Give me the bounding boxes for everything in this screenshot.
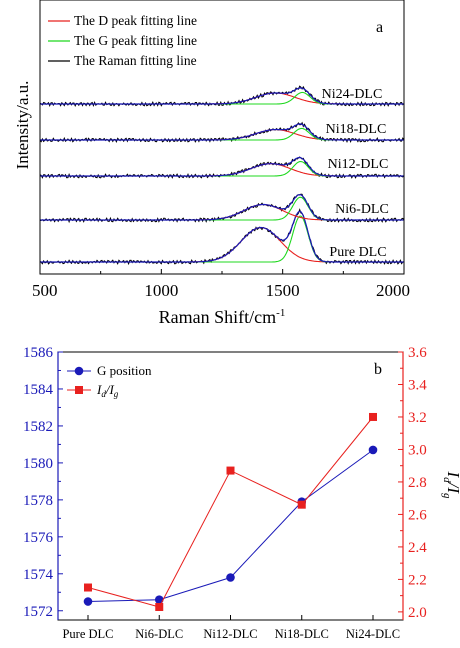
id-ig-point [155, 603, 164, 612]
raman-fit-line [40, 210, 404, 263]
left-y-tick-label: 1580 [23, 456, 53, 472]
right-y-tick-label: 3.2 [408, 410, 427, 426]
spectrum-label: Ni12-DLC [328, 157, 389, 172]
left-y-tick-label: 1576 [23, 530, 54, 546]
x-category-label: Ni24-DLC [346, 627, 400, 641]
left-y-tick-label: 1574 [23, 567, 54, 583]
legend-id-ig-marker [75, 386, 83, 394]
raman-spectrum-line [40, 121, 404, 144]
spectrum-label: Ni18-DLC [326, 122, 387, 137]
x-tick-label: 500 [32, 281, 58, 300]
panel-a-spectrum-labels: Pure DLC Ni6-DLC Ni12-DLC Ni18-DLC Ni24-DLC [322, 87, 389, 260]
g-position-point [154, 595, 164, 604]
right-y-tick-label: 3.0 [408, 442, 427, 458]
x-category-label: Pure DLC [62, 627, 113, 641]
raman-spectra-panel: 500 1000 1500 2000 Pure DLC Ni6-DLC Ni12-DLC N… [13, 0, 410, 327]
left-y-tick-label: 1582 [23, 419, 53, 435]
legend-id-ig-label: Id/Ig [96, 382, 119, 399]
panel-b-category-labels: Pure DLC Ni6-DLC Ni12-DLC Ni18-DLC Ni24-DLC [62, 615, 400, 641]
id-ig-point [297, 500, 306, 509]
legend-id-ig-label-part3: /I [105, 382, 115, 397]
left-y-tick-label: 1572 [23, 604, 53, 620]
x-tick-label: 2000 [376, 281, 410, 300]
raman-fit-line [40, 87, 404, 105]
left-y-tick-label: 1584 [23, 382, 54, 398]
right-y-tick-label: 2.2 [408, 572, 427, 588]
id-ig-point [84, 583, 92, 592]
g-position-point [226, 573, 235, 582]
spectrum-label: Ni6-DLC [335, 202, 389, 217]
x-axis-label-text: Raman Shift/cm [159, 307, 276, 327]
legend-id-ig-label-part1: I [96, 382, 102, 397]
x-axis-label-superscript: -1 [276, 307, 285, 319]
left-y-tick-label: 1578 [23, 493, 53, 509]
panel-a-y-axis-label: Intensity/a.u. [13, 81, 32, 170]
panel-a-legend: The D peak fitting line The G peak fitti… [48, 13, 197, 68]
panel-a-x-axis-label: Raman Shift/cm-1 [159, 307, 286, 327]
right-y-tick-label: 2.8 [408, 475, 427, 491]
right-y-tick-label: 3.6 [408, 345, 427, 361]
legend-g-position-marker [74, 366, 84, 376]
x-category-label: Ni18-DLC [275, 627, 329, 641]
panel-b-right-axis-label: Id/Ig [441, 470, 460, 499]
right-axis-label-part4: g [441, 493, 453, 499]
panel-b-legend: G position Id/Ig [67, 363, 152, 399]
x-category-label: Ni12-DLC [203, 627, 257, 641]
right-y-tick-label: 2.4 [408, 540, 427, 556]
spectrum-label: Ni24-DLC [322, 87, 383, 102]
right-y-tick-label: 2.6 [408, 507, 427, 523]
right-axis-label-part3: /I [444, 482, 460, 495]
legend-g-peak-label: The G peak fitting line [74, 33, 197, 48]
spectrum-label: Pure DLC [329, 245, 386, 260]
right-axis-label-part1: I [444, 470, 460, 478]
raman-fit-line [40, 193, 404, 221]
raman-fit-line [40, 156, 404, 177]
legend-raman-fit-label: The Raman fitting line [74, 53, 197, 68]
panel-b-series [83, 412, 378, 612]
id-ig-point [369, 412, 377, 421]
raman-fit-line [40, 123, 404, 141]
g-position-point [368, 445, 378, 455]
x-category-label: Ni6-DLC [135, 627, 183, 641]
id-ig-point [226, 466, 235, 475]
panel-b-left-axis-ticks: 1572 1574 1576 1578 1580 1582 1584 1586 [23, 345, 63, 620]
x-tick-label: 1500 [266, 281, 300, 300]
panel-b-label: b [374, 361, 382, 378]
legend-id-ig-label-part4: g [114, 389, 119, 399]
panel-a-label: a [376, 19, 383, 36]
legend-g-position-label: G position [97, 363, 152, 378]
right-y-tick-label: 2.0 [408, 605, 427, 621]
g-position-point [83, 597, 93, 606]
right-axis-label-part2: d [441, 477, 453, 483]
x-tick-label: 1000 [144, 281, 178, 300]
left-y-tick-label: 1586 [23, 345, 54, 361]
panel-b-right-axis-ticks: 2.0 2.2 2.4 2.6 2.8 3.0 3.2 3.4 3.6 [398, 345, 427, 621]
raman-curves [40, 85, 404, 266]
legend-d-peak-label: The D peak fitting line [74, 13, 197, 28]
legend-id-ig-label-part2: d [101, 389, 106, 399]
right-y-tick-label: 3.4 [408, 377, 427, 393]
panel-a-x-ticks: 500 1000 1500 2000 [32, 269, 410, 300]
